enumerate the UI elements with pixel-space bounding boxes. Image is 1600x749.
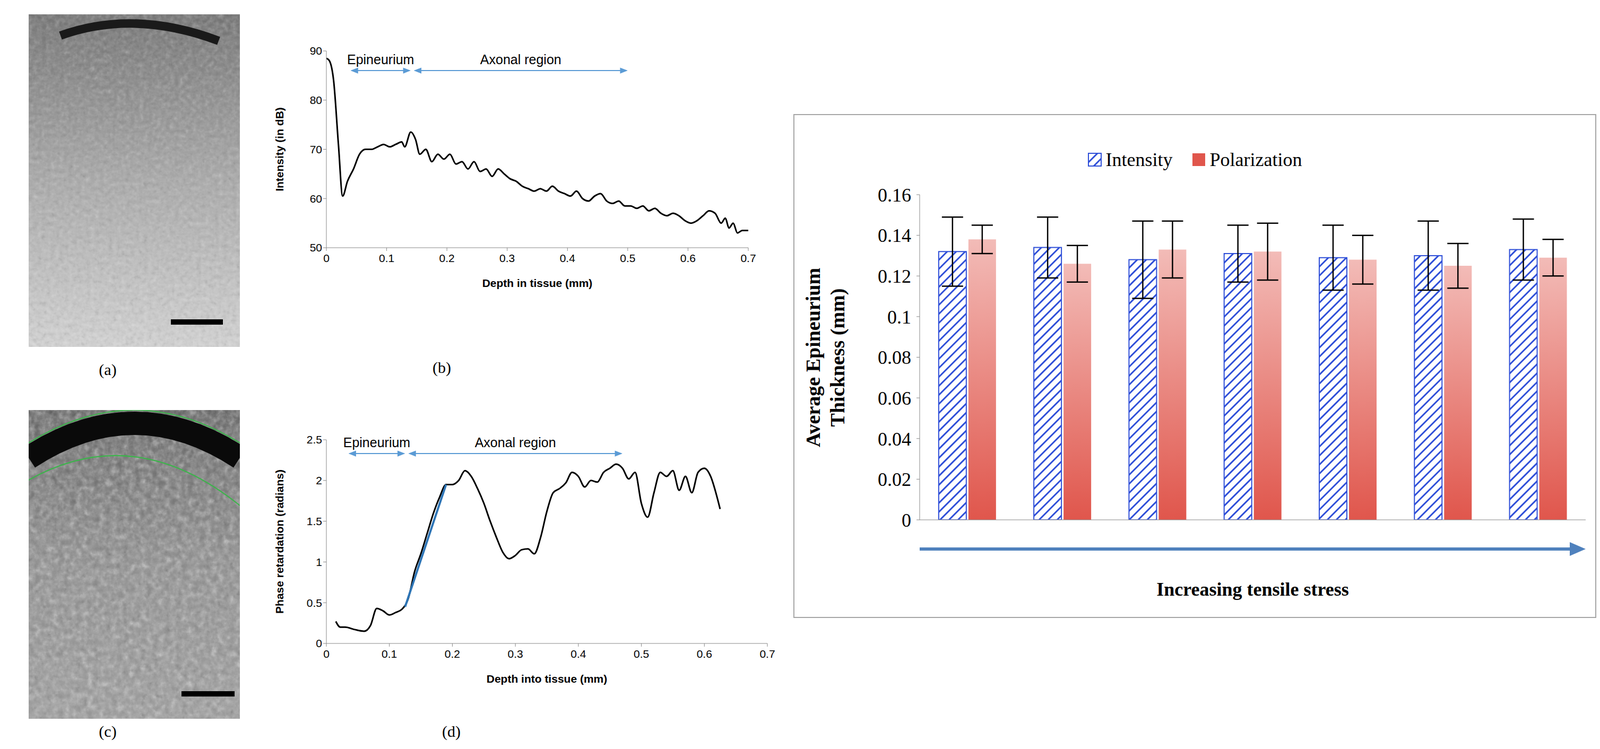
svg-text:0.7: 0.7 bbox=[759, 647, 775, 661]
html-text:(c): (c) bbox=[98, 722, 117, 741]
html-text:(a): (a) bbox=[98, 360, 117, 379]
svg-text:50: 50 bbox=[309, 241, 323, 254]
svg-text:90: 90 bbox=[309, 44, 323, 57]
svg-text:2: 2 bbox=[315, 474, 323, 487]
svg-text:0.02: 0.02 bbox=[877, 469, 912, 491]
html-text:(d): (d) bbox=[442, 722, 461, 741]
svg-text:0: 0 bbox=[323, 252, 330, 265]
svg-text:0: 0 bbox=[901, 509, 912, 532]
html-text:Polarization: Polarization bbox=[1209, 149, 1303, 171]
svg-text:2.5: 2.5 bbox=[306, 433, 323, 446]
svg-text:1.5: 1.5 bbox=[306, 515, 323, 528]
svg-text:0.1: 0.1 bbox=[381, 647, 397, 661]
svg-text:70: 70 bbox=[309, 143, 323, 156]
svg-text:Depth into tissue (mm): Depth into tissue (mm) bbox=[486, 672, 608, 686]
svg-text:0: 0 bbox=[323, 647, 330, 661]
svg-text:0.3: 0.3 bbox=[507, 647, 524, 661]
svg-text:0.4: 0.4 bbox=[570, 647, 587, 661]
svg-text:0.6: 0.6 bbox=[696, 647, 713, 661]
svg-text:80: 80 bbox=[309, 93, 323, 107]
svg-text:0.16: 0.16 bbox=[877, 184, 912, 206]
svg-text:0.04: 0.04 bbox=[877, 428, 912, 451]
html-text:Increasing tensile stress: Increasing tensile stress bbox=[1156, 578, 1349, 601]
svg-text:0.1: 0.1 bbox=[887, 306, 912, 328]
svg-text:0.5: 0.5 bbox=[633, 647, 650, 661]
svg-text:0: 0 bbox=[315, 637, 323, 650]
svg-text:Axonal region: Axonal region bbox=[480, 52, 562, 67]
svg-text:1: 1 bbox=[315, 556, 323, 569]
html-text:Thickness (mm): Thickness (mm) bbox=[826, 288, 849, 427]
html-text:Intensity: Intensity bbox=[1105, 149, 1173, 171]
svg-text:0.7: 0.7 bbox=[740, 252, 756, 265]
svg-text:Phase retardation (radians): Phase retardation (radians) bbox=[273, 469, 286, 614]
svg-text:0.1: 0.1 bbox=[378, 252, 395, 265]
svg-text:Epineurium: Epineurium bbox=[343, 435, 411, 451]
svg-text:Epineurium: Epineurium bbox=[347, 52, 414, 67]
svg-text:0.6: 0.6 bbox=[680, 252, 696, 265]
svg-text:0.08: 0.08 bbox=[877, 347, 912, 369]
svg-text:Axonal region: Axonal region bbox=[474, 435, 557, 451]
svg-text:Depth in tissue (mm): Depth in tissue (mm) bbox=[482, 277, 593, 290]
html-text:Average Epineurium: Average Epineurium bbox=[801, 267, 825, 448]
svg-text:0.06: 0.06 bbox=[877, 387, 912, 410]
svg-text:Intensity (in dB): Intensity (in dB) bbox=[273, 107, 286, 192]
svg-text:60: 60 bbox=[309, 192, 323, 205]
svg-text:0.14: 0.14 bbox=[877, 225, 912, 247]
svg-text:0.2: 0.2 bbox=[439, 252, 455, 265]
svg-text:0.2: 0.2 bbox=[444, 647, 461, 661]
svg-text:0.3: 0.3 bbox=[499, 252, 515, 265]
svg-text:0.5: 0.5 bbox=[306, 597, 323, 610]
html-text:(b): (b) bbox=[432, 358, 452, 377]
svg-text:0.12: 0.12 bbox=[877, 265, 912, 288]
svg-text:0.5: 0.5 bbox=[619, 252, 636, 265]
svg-text:0.4: 0.4 bbox=[559, 252, 576, 265]
